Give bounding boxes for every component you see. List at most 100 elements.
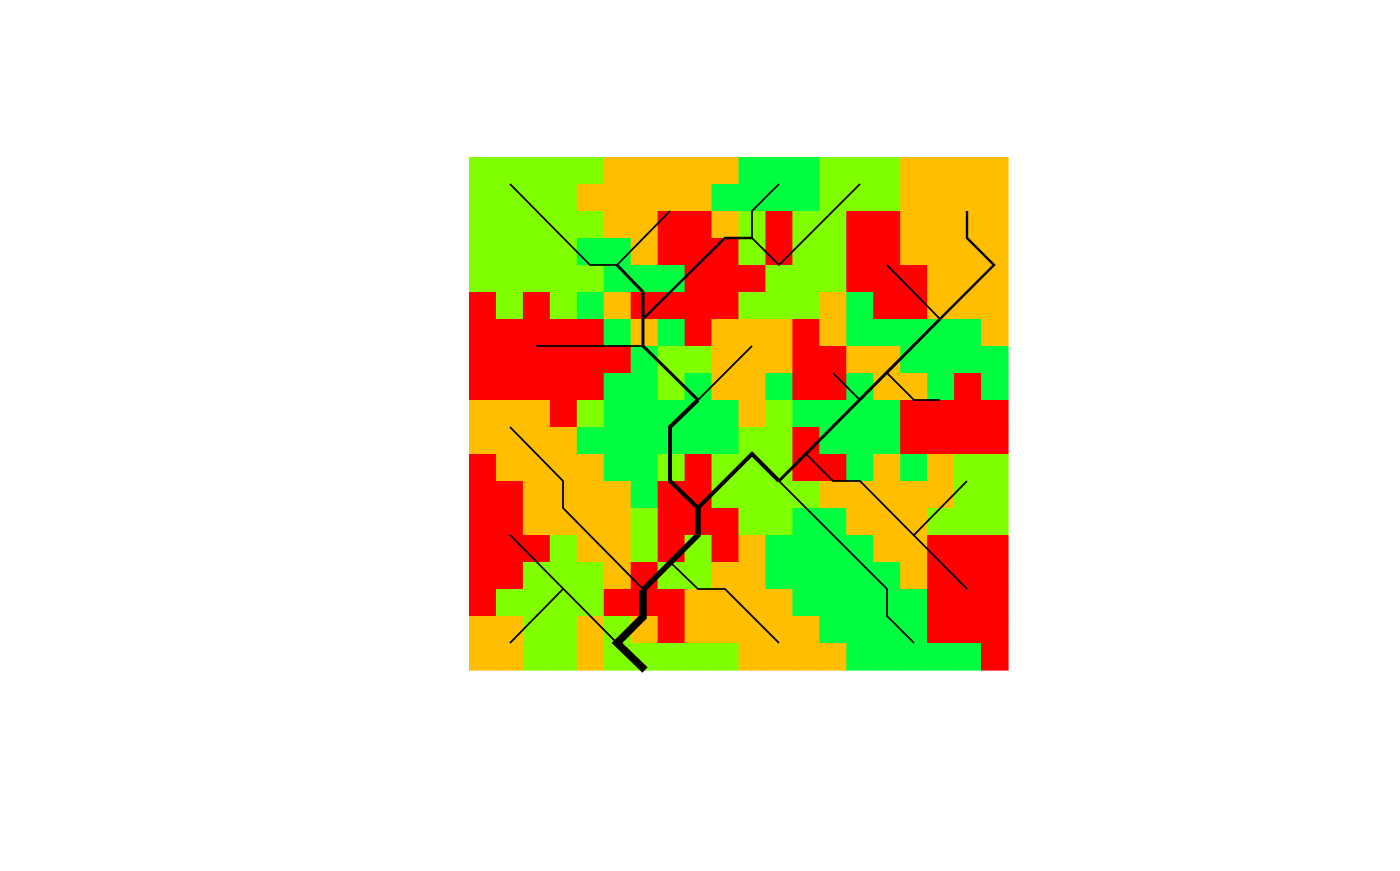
cell: [792, 211, 820, 239]
cell: [819, 562, 847, 590]
cell: [954, 481, 982, 509]
cell: [549, 400, 578, 428]
cell: [657, 265, 686, 293]
cell: [738, 535, 767, 563]
cell: [927, 319, 955, 347]
cell: [765, 292, 793, 320]
cell: [981, 535, 1009, 563]
cell: [900, 535, 928, 563]
cell: [522, 211, 551, 239]
cell: [522, 292, 551, 320]
cell: [495, 562, 524, 590]
cell: [873, 292, 901, 320]
cell: [603, 157, 632, 185]
cell: [873, 346, 901, 374]
cell: [469, 535, 497, 563]
cell: [495, 373, 524, 401]
cell: [469, 643, 497, 671]
cell: [738, 157, 767, 185]
cell: [792, 319, 820, 347]
cell: [981, 508, 1009, 536]
cell: [711, 427, 740, 455]
cell: [576, 481, 605, 509]
cell: [873, 373, 901, 401]
cell: [603, 238, 632, 266]
cell: [846, 562, 874, 590]
cell: [738, 292, 767, 320]
cell: [684, 562, 713, 590]
cell: [576, 211, 605, 239]
cell: [657, 481, 686, 509]
cell: [522, 508, 551, 536]
cell: [954, 562, 982, 590]
cell: [792, 373, 820, 401]
cell: [900, 454, 928, 482]
cell: [522, 562, 551, 590]
river: [697, 345, 753, 401]
cell: [765, 562, 793, 590]
cell: [927, 589, 955, 617]
cell: [846, 292, 874, 320]
river: [939, 211, 996, 320]
cell: [495, 211, 524, 239]
cell: [927, 535, 955, 563]
cell: [469, 616, 497, 644]
cell: [792, 481, 820, 509]
cell: [495, 265, 524, 293]
cell: [495, 238, 524, 266]
cell: [846, 454, 874, 482]
cell: [765, 157, 793, 185]
cell: [900, 427, 928, 455]
cell: [495, 292, 524, 320]
cell: [549, 346, 578, 374]
cell: [522, 616, 551, 644]
cell: [900, 157, 928, 185]
cell: [873, 481, 901, 509]
cell: [873, 319, 901, 347]
cell: [765, 427, 793, 455]
cell: [819, 211, 847, 239]
cell: [549, 292, 578, 320]
cell: [603, 589, 632, 617]
cell: [981, 616, 1009, 644]
cell: [981, 265, 1009, 293]
cell: [792, 265, 820, 293]
cell: [819, 616, 847, 644]
cell: [846, 508, 874, 536]
cell: [846, 616, 874, 644]
cell: [792, 427, 820, 455]
cell: [576, 373, 605, 401]
cell: [522, 373, 551, 401]
cell: [981, 427, 1009, 455]
cell: [954, 643, 982, 671]
cell: [792, 562, 820, 590]
cell: [522, 589, 551, 617]
cell: [576, 454, 605, 482]
river: [832, 372, 861, 401]
cell: [738, 346, 767, 374]
cell: [684, 400, 713, 428]
cell: [981, 400, 1009, 428]
cell: [846, 265, 874, 293]
cell: [495, 400, 524, 428]
cell: [792, 589, 820, 617]
cell: [954, 427, 982, 455]
cell: [495, 508, 524, 536]
cell: [522, 643, 551, 671]
cell: [684, 292, 713, 320]
cell: [684, 535, 713, 563]
cell: [576, 238, 605, 266]
cell: [549, 373, 578, 401]
cell: [738, 373, 767, 401]
cell: [469, 157, 497, 185]
river: [509, 183, 671, 266]
cell: [549, 319, 578, 347]
cell: [657, 373, 686, 401]
river: [886, 264, 941, 320]
cell: [711, 373, 740, 401]
cell: [684, 319, 713, 347]
cell: [576, 157, 605, 185]
cell: [954, 292, 982, 320]
cell: [792, 535, 820, 563]
cell: [927, 616, 955, 644]
